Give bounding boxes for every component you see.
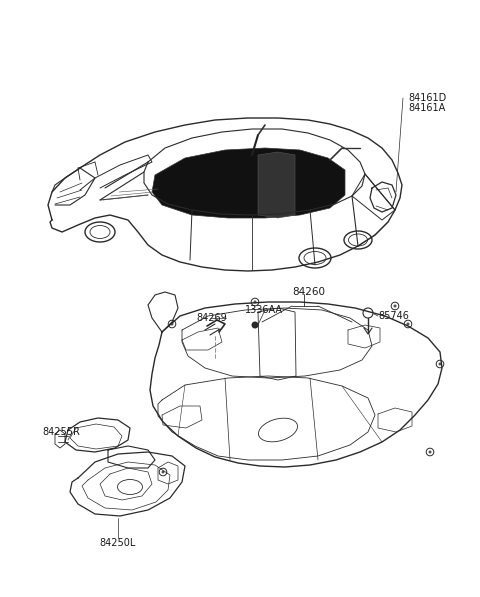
Circle shape: [429, 451, 432, 454]
Circle shape: [253, 300, 256, 303]
Text: 84260: 84260: [292, 287, 325, 297]
Text: 84250L: 84250L: [100, 538, 136, 548]
Circle shape: [407, 322, 409, 325]
Text: 84161D: 84161D: [408, 93, 446, 103]
Polygon shape: [258, 152, 295, 218]
Circle shape: [170, 322, 173, 325]
Text: 84161A: 84161A: [408, 103, 445, 113]
Circle shape: [439, 362, 442, 365]
Polygon shape: [152, 148, 345, 218]
Text: 84255R: 84255R: [42, 427, 80, 437]
Text: 85746: 85746: [378, 311, 409, 321]
Circle shape: [394, 304, 396, 307]
Circle shape: [252, 322, 259, 328]
Text: 1336AA: 1336AA: [245, 305, 283, 315]
Text: 84269: 84269: [196, 313, 227, 323]
Circle shape: [161, 470, 165, 473]
